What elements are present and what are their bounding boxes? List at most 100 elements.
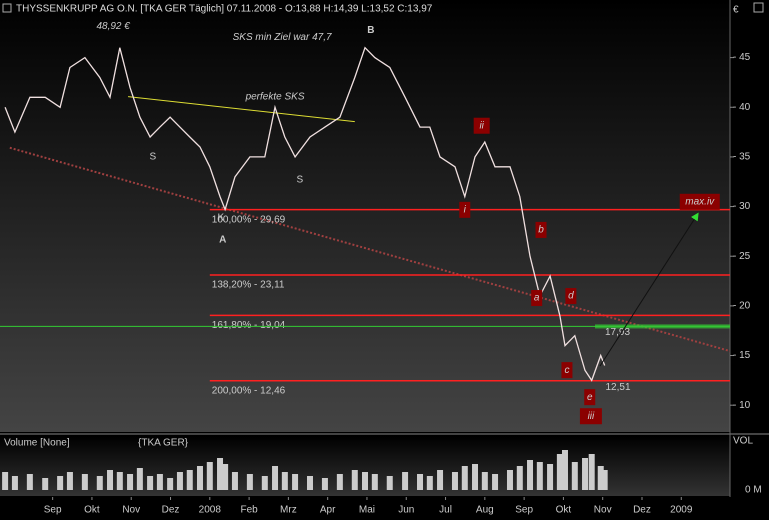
volume-bar	[426, 476, 433, 490]
volume-bar	[547, 464, 554, 490]
volume-bar	[261, 476, 268, 490]
x-tick-label: Apr	[320, 505, 336, 516]
x-tick-label: Jun	[398, 505, 414, 516]
volume-bar	[272, 466, 279, 490]
wave-box	[473, 117, 490, 134]
volume-bar	[42, 478, 49, 490]
volume-bar	[402, 472, 409, 490]
wave-box	[535, 221, 547, 238]
chart-title: THYSSENKRUPP AG O.N. [TKA GER Täglich] 0…	[16, 4, 433, 15]
x-tick-label: Jul	[439, 505, 452, 516]
volume-bar	[107, 470, 114, 490]
y-tick-label: - 25	[733, 251, 751, 262]
volume-bar	[206, 462, 213, 490]
wave-box	[584, 389, 596, 406]
wave-box	[565, 288, 577, 305]
x-tick-label: Mai	[359, 505, 375, 516]
annotation: 12,51	[606, 382, 631, 393]
annotation: S	[296, 174, 303, 185]
volume-bar	[362, 472, 368, 490]
volume-bar	[81, 474, 88, 490]
volume-bar	[582, 458, 589, 490]
volume-bar	[222, 464, 229, 490]
arrow	[599, 212, 699, 367]
volume-bar	[167, 478, 174, 490]
volume-axis-label: VOL	[733, 436, 753, 447]
volume-bar	[57, 476, 64, 490]
volume-bar	[571, 462, 578, 490]
wave-label: max.iv	[685, 196, 715, 207]
y-tick-label: - 30	[733, 201, 751, 212]
header-icon	[2, 3, 12, 13]
volume-bar	[136, 468, 143, 490]
level-label: 200,00% - 12,46	[212, 385, 286, 396]
price-panel	[0, 0, 730, 432]
volume-bar	[186, 470, 193, 490]
volume-bar	[196, 466, 203, 490]
volume-bar	[527, 460, 534, 490]
x-tick-label: 2009	[670, 505, 693, 516]
volume-bar	[492, 474, 499, 490]
volume-bar	[386, 476, 393, 490]
volume-bar	[321, 478, 328, 490]
volume-bar	[292, 474, 299, 490]
volume-bar	[306, 476, 313, 490]
volume-bar	[451, 472, 458, 490]
volume-bar	[597, 466, 604, 490]
wave-box	[679, 193, 720, 210]
volume-bar	[481, 472, 488, 490]
wave-label: iii	[588, 411, 595, 422]
volume-bar	[472, 464, 479, 490]
volume-bar	[217, 458, 224, 490]
wave-label: c	[564, 365, 569, 376]
currency: €	[733, 5, 739, 16]
volume-bar	[437, 470, 444, 490]
volume-bar	[561, 450, 568, 490]
level-label: 100,00% - 29,69	[212, 214, 286, 225]
volume-bar	[11, 476, 18, 490]
y-tick-label: - 15	[733, 350, 751, 361]
volume-tick-label: 0 M	[745, 485, 762, 496]
wave-box	[459, 201, 471, 218]
volume-bar	[281, 472, 288, 490]
volume-bar	[351, 470, 358, 490]
volume-bar	[2, 472, 9, 490]
x-tick-label: 2008	[199, 505, 222, 516]
volume-symbol: {TKA GER}	[138, 438, 189, 449]
volume-bar	[66, 472, 73, 490]
wave-label: e	[587, 392, 593, 403]
y-tick-label: - 45	[733, 52, 751, 63]
volume-bar	[96, 476, 103, 490]
volume-label: Volume [None]	[4, 438, 70, 449]
wave-label: i	[464, 204, 467, 215]
wave-box	[561, 362, 573, 379]
volume-bar	[461, 466, 468, 490]
y-tick-label: - 35	[733, 152, 751, 163]
level-band	[595, 324, 730, 329]
price-line	[4, 46, 606, 382]
wave-label: a	[534, 293, 540, 304]
y-tick-label: - 10	[733, 400, 751, 411]
volume-bar	[147, 476, 154, 490]
wave-box	[531, 290, 543, 307]
annotation: S	[150, 151, 157, 162]
volume-bar	[231, 472, 238, 490]
volume-bar	[506, 470, 513, 490]
volume-bar	[516, 466, 523, 490]
close-icon	[753, 2, 764, 13]
annotation: 48,92 €	[96, 21, 130, 32]
level-label: 17,93	[605, 327, 630, 338]
annotation: SKS min Ziel war 47,7	[233, 32, 332, 43]
x-tick-label: Sep	[44, 505, 62, 516]
y-tick-label: - 20	[733, 301, 751, 312]
x-tick-label: Aug	[476, 505, 494, 516]
volume-bar	[417, 474, 424, 490]
volume-bar	[336, 474, 343, 490]
annotation: A	[219, 235, 226, 246]
wave-box	[579, 408, 602, 425]
x-tick-label: Mrz	[280, 505, 297, 516]
x-tick-label: Sep	[515, 505, 533, 516]
x-tick-label: Okt	[84, 505, 100, 516]
annotation: perfekte SKS	[245, 91, 305, 102]
